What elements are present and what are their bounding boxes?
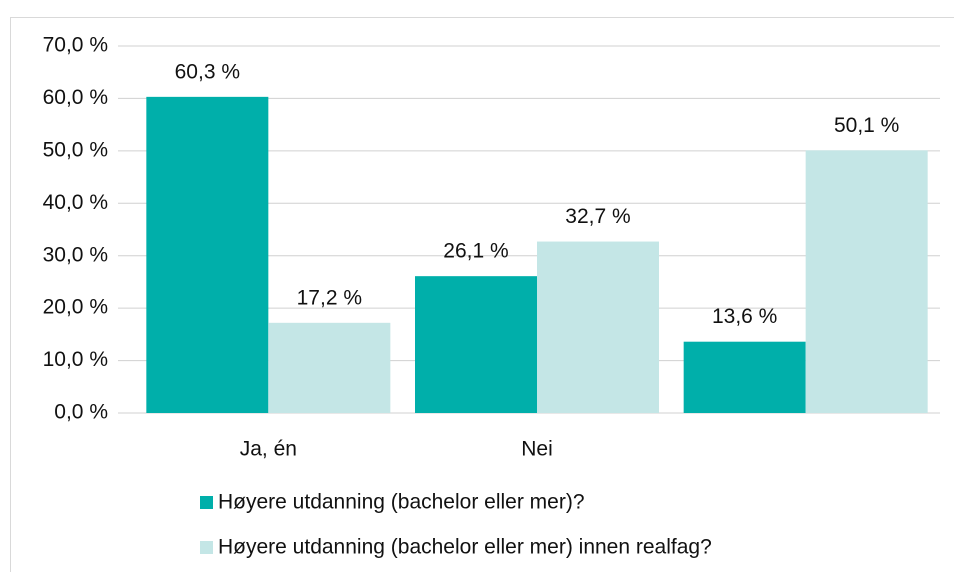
y-tick-label: 70,0 % bbox=[43, 34, 108, 57]
data-label: 13,6 % bbox=[712, 305, 777, 328]
legend-label: Høyere utdanning (bachelor eller mer)? bbox=[218, 491, 585, 514]
bar bbox=[805, 150, 928, 413]
bar bbox=[537, 241, 659, 413]
bar bbox=[268, 322, 391, 413]
y-tick-label: 30,0 % bbox=[43, 243, 108, 266]
y-tick-label: 20,0 % bbox=[43, 296, 108, 319]
legend-swatch bbox=[200, 541, 213, 554]
data-label: 17,2 % bbox=[297, 286, 362, 309]
legend-label: Høyere utdanning (bachelor eller mer) in… bbox=[218, 536, 712, 559]
chart-frame bbox=[10, 17, 954, 572]
y-tick-label: 0,0 % bbox=[54, 401, 108, 424]
bar bbox=[683, 341, 806, 413]
bar bbox=[146, 96, 269, 413]
y-tick-label: 40,0 % bbox=[43, 191, 108, 214]
y-tick-label: 50,0 % bbox=[43, 138, 108, 161]
data-label: 50,1 % bbox=[834, 114, 899, 137]
data-label: 32,7 % bbox=[565, 205, 630, 228]
data-label: 26,1 % bbox=[443, 240, 508, 263]
x-tick-label: Nei bbox=[521, 438, 553, 461]
bar bbox=[415, 276, 537, 413]
x-tick-label: Ja, én bbox=[240, 438, 297, 461]
legend-swatch bbox=[200, 496, 213, 509]
data-label: 60,3 % bbox=[175, 60, 240, 83]
y-tick-label: 60,0 % bbox=[43, 86, 108, 109]
y-tick-label: 10,0 % bbox=[43, 348, 108, 371]
